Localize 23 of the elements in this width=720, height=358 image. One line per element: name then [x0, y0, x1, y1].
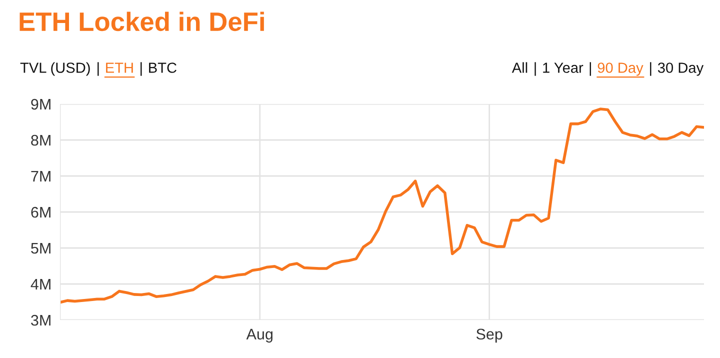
y-tick-label: 4M — [30, 279, 50, 290]
y-tick-label: 7M — [31, 171, 50, 182]
text: | — [650, 62, 652, 76]
y-tick-label: 8M — [31, 134, 50, 146]
y-tick-label: 5M — [31, 243, 50, 254]
x-tick-label: Sep — [476, 328, 502, 343]
line-series — [60, 108, 704, 304]
text: | — [98, 62, 99, 76]
y-tick-label: 9M — [31, 98, 50, 110]
y-tick-label: 6M — [31, 206, 50, 218]
text: | — [140, 62, 142, 76]
x-tick-label: Aug — [246, 328, 272, 343]
text: All — [512, 62, 528, 73]
text: | — [590, 62, 591, 76]
text: TVL (USD) — [20, 62, 90, 76]
text: ETH — [106, 62, 133, 73]
text: 1 Year — [543, 62, 584, 73]
chart-title: ETH Locked in DeFi — [20, 12, 264, 32]
text: 30 Day — [658, 62, 704, 76]
y-tick-label: 3M — [31, 314, 50, 326]
text: 90 Day — [598, 62, 644, 76]
text: | — [534, 62, 536, 76]
text: BTC — [149, 62, 176, 73]
